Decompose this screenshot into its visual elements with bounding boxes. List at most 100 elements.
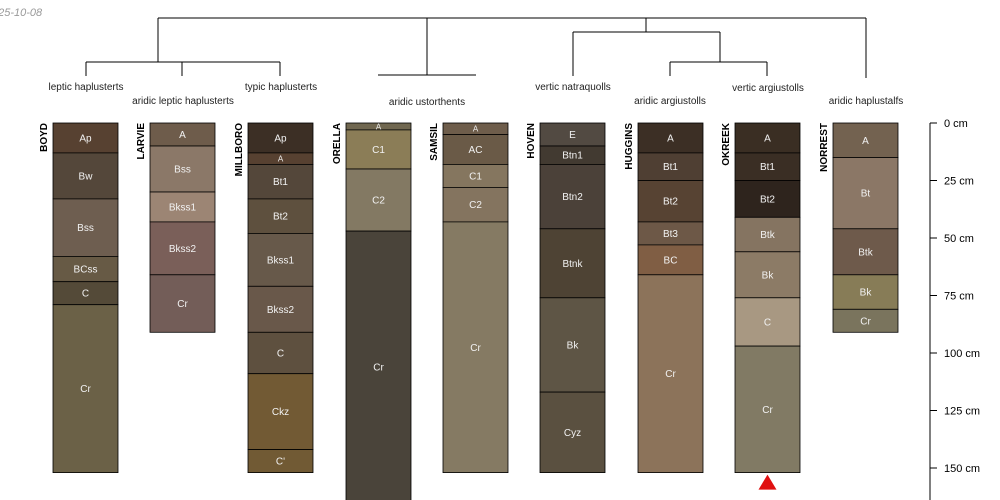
profile-name: BOYD bbox=[39, 123, 50, 152]
horizon-label: Bt2 bbox=[273, 212, 288, 223]
horizon-label: Bkss1 bbox=[267, 255, 295, 266]
taxon-label: aridic leptic haplusterts bbox=[132, 96, 234, 107]
taxon-label: vertic natraquolls bbox=[535, 82, 611, 93]
horizon-layer bbox=[637, 122, 704, 154]
horizon-label: Btn1 bbox=[562, 151, 583, 162]
horizon-layer bbox=[52, 255, 119, 283]
horizon-label: A bbox=[278, 154, 284, 163]
horizon-layer bbox=[539, 163, 606, 230]
horizon-label: Bss bbox=[77, 223, 94, 234]
horizon-layer bbox=[247, 122, 314, 154]
depth-axis-label: 25 cm bbox=[944, 176, 974, 188]
horizon-label: A bbox=[764, 133, 771, 144]
bedrock-marker-icon bbox=[758, 474, 777, 490]
horizon-label: Bkss1 bbox=[169, 202, 197, 213]
horizon-label: Btn2 bbox=[562, 192, 583, 203]
horizon-layer bbox=[345, 129, 412, 170]
taxon-label: vertic argiustolls bbox=[732, 83, 804, 94]
depth-axis-label: 125 cm bbox=[944, 406, 980, 418]
horizon-layer bbox=[442, 186, 509, 223]
taxon-label: aridic ustorthents bbox=[389, 97, 465, 108]
horizon-label: AC bbox=[469, 145, 483, 156]
profile-name: OKREEK bbox=[721, 122, 732, 166]
horizon-label: Bt2 bbox=[663, 197, 678, 208]
depth-axis-label: 100 cm bbox=[944, 348, 980, 360]
horizon-layer bbox=[247, 232, 314, 287]
horizon-layer bbox=[442, 134, 509, 165]
taxon-label: aridic argiustolls bbox=[634, 96, 706, 107]
horizon-label: Ap bbox=[79, 133, 92, 144]
horizon-layer bbox=[442, 221, 509, 473]
horizon-layer bbox=[539, 391, 606, 474]
horizon-layer bbox=[149, 221, 216, 276]
depth-axis-label: 150 cm bbox=[944, 463, 980, 475]
horizon-label: Cyz bbox=[564, 428, 581, 439]
horizon-layer bbox=[247, 373, 314, 451]
horizon-label: C bbox=[764, 317, 771, 328]
horizon-layer bbox=[247, 198, 314, 234]
depth-axis-label: 75 cm bbox=[944, 291, 974, 303]
horizon-label: Ckz bbox=[272, 407, 289, 418]
horizon-label: Cr bbox=[860, 316, 871, 327]
horizon-label: A bbox=[376, 122, 382, 131]
horizon-label: Bt bbox=[861, 189, 871, 200]
profile-name: HUGGINS bbox=[624, 123, 635, 170]
horizon-label: Cr bbox=[665, 369, 676, 380]
horizon-layer bbox=[832, 122, 899, 158]
horizon-label: A bbox=[473, 125, 479, 134]
horizon-label: Cr bbox=[177, 299, 188, 310]
horizon-label: Cr bbox=[470, 343, 481, 354]
horizon-layer bbox=[539, 228, 606, 299]
horizon-label: Cr bbox=[80, 384, 91, 395]
horizon-label: Bt1 bbox=[663, 162, 678, 173]
horizon-label: Bk bbox=[860, 288, 873, 299]
profile-name: LARVIE bbox=[136, 123, 147, 160]
profile-name: ORELLA bbox=[332, 123, 343, 164]
horizon-layer bbox=[637, 180, 704, 223]
horizon-layer bbox=[247, 163, 314, 200]
horizon-label: Bt2 bbox=[760, 194, 775, 205]
horizon-layer bbox=[247, 331, 314, 375]
horizon-label: Btk bbox=[760, 230, 775, 241]
horizon-label: A bbox=[179, 130, 186, 141]
horizon-label: Cr bbox=[373, 362, 384, 373]
horizon-layer bbox=[247, 449, 314, 474]
horizon-label: E bbox=[569, 130, 576, 141]
horizon-label: A bbox=[862, 136, 869, 147]
horizon-label: BC bbox=[664, 255, 678, 266]
horizon-label: Bt3 bbox=[663, 229, 678, 240]
horizon-layer bbox=[734, 297, 801, 347]
depth-axis-label: 0 cm bbox=[944, 118, 968, 130]
horizon-label: C bbox=[277, 349, 284, 360]
horizon-layer bbox=[149, 274, 216, 333]
horizon-layer bbox=[637, 152, 704, 181]
horizon-label: C1 bbox=[372, 145, 385, 156]
horizon-label: Bt1 bbox=[760, 162, 775, 173]
depth-axis-label: 50 cm bbox=[944, 233, 974, 245]
horizon-layer bbox=[149, 191, 216, 223]
horizon-layer bbox=[832, 228, 899, 276]
horizon-layer bbox=[637, 274, 704, 473]
taxon-label: typic haplusterts bbox=[245, 82, 317, 93]
horizon-layer bbox=[52, 304, 119, 474]
horizon-label: C' bbox=[276, 457, 285, 468]
horizon-label: Ap bbox=[274, 133, 287, 144]
profile-name: NORREST bbox=[819, 123, 830, 172]
horizon-layer bbox=[149, 145, 216, 193]
horizon-label: Bw bbox=[79, 171, 94, 182]
horizon-label: C1 bbox=[469, 171, 482, 182]
horizon-label: Bkss2 bbox=[267, 305, 295, 316]
horizon-layer bbox=[345, 168, 412, 232]
horizon-label: C bbox=[82, 289, 89, 300]
profile-name: MILLBORO bbox=[234, 123, 245, 177]
horizon-label: C2 bbox=[372, 196, 385, 207]
horizon-label: Bk bbox=[567, 340, 580, 351]
profile-name: SAMSIL bbox=[429, 123, 440, 161]
horizon-layer bbox=[539, 297, 606, 393]
profile-name: HOVEN bbox=[526, 123, 537, 159]
horizon-label: A bbox=[667, 133, 674, 144]
horizon-label: BCss bbox=[74, 265, 98, 276]
taxon-label: aridic haplustalfs bbox=[829, 96, 903, 107]
